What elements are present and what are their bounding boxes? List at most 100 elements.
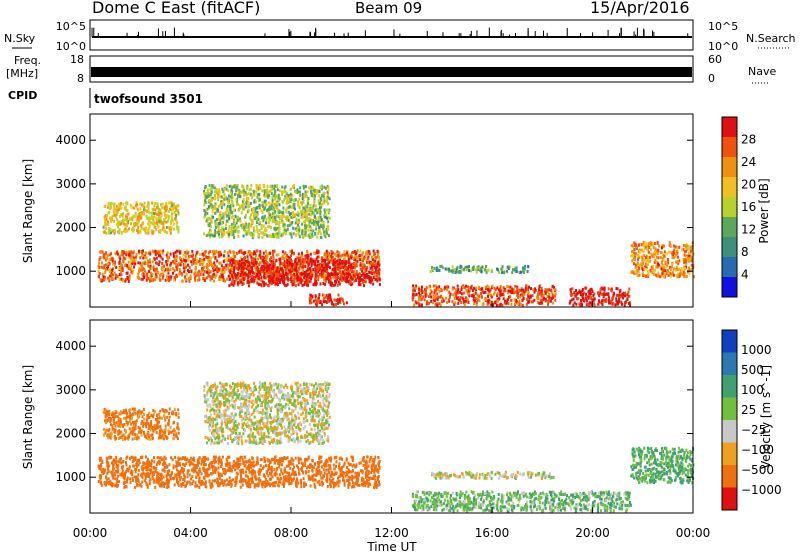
- data-cell: [112, 229, 115, 233]
- data-cell: [259, 273, 262, 276]
- data-cell: [254, 275, 257, 279]
- data-cell: [114, 210, 117, 214]
- data-cell: [649, 252, 652, 256]
- data-cell: [132, 269, 135, 273]
- freq-unit: [MHz]: [6, 67, 38, 80]
- data-cell: [209, 250, 212, 253]
- data-cell: [213, 265, 216, 269]
- data-cell: [459, 296, 462, 300]
- data-cell: [133, 256, 136, 260]
- data-cell: [203, 215, 206, 219]
- data-cell: [686, 247, 689, 251]
- data-cell: [217, 223, 220, 227]
- data-cell: [286, 258, 289, 262]
- data-cell: [249, 272, 252, 276]
- data-cell: [210, 187, 213, 191]
- data-cell: [259, 256, 262, 260]
- data-cell: [197, 274, 200, 278]
- data-cell: [360, 256, 363, 260]
- data-cell: [130, 216, 133, 220]
- data-cell: [311, 219, 313, 223]
- data-cell: [350, 268, 353, 272]
- data-cell: [262, 268, 265, 272]
- data-cell: [239, 261, 241, 265]
- data-cell: [352, 251, 355, 254]
- data-cell: [98, 272, 101, 275]
- data-cell: [551, 293, 554, 297]
- data-cell: [327, 201, 330, 205]
- data-cell: [249, 253, 252, 257]
- data-cell: [150, 229, 153, 233]
- data-cell: [573, 291, 576, 295]
- data-cell: [507, 295, 510, 299]
- data-cell: [226, 257, 229, 261]
- data-cell: [553, 288, 556, 292]
- data-cell: [186, 251, 189, 255]
- data-cell: [198, 275, 201, 279]
- data-cell: [548, 297, 551, 301]
- data-cell: [288, 194, 291, 198]
- data-cell: [122, 211, 125, 215]
- data-cell: [196, 278, 199, 282]
- data-cell: [106, 471, 109, 475]
- data-cell: [103, 230, 106, 234]
- data-cell: [295, 229, 298, 232]
- data-cell: [311, 206, 314, 210]
- data-cell: [170, 201, 173, 205]
- data-cell: [498, 303, 501, 307]
- data-cell: [656, 248, 659, 252]
- data-cell: [437, 295, 440, 299]
- data-cell: [364, 280, 367, 284]
- data-cell: [204, 210, 207, 214]
- data-cell: [284, 195, 287, 199]
- data-cell: [360, 277, 363, 281]
- data-cell: [305, 215, 308, 219]
- data-cell: [294, 198, 297, 202]
- data-cell: [256, 213, 259, 217]
- data-cell: [240, 280, 243, 284]
- data-cell: [275, 184, 278, 188]
- data-cell: [154, 252, 157, 256]
- data-cell: [350, 263, 352, 267]
- data-cell: [465, 268, 468, 272]
- data-cell: [636, 253, 639, 257]
- data-cell: [546, 294, 549, 298]
- data-cell: [421, 285, 423, 289]
- data-cell: [266, 269, 268, 273]
- data-cell: [259, 261, 261, 265]
- data-cell: [459, 290, 462, 294]
- data-cell: [101, 278, 104, 282]
- data-cell: [215, 187, 218, 191]
- data-cell: [106, 214, 109, 218]
- data-cell: [207, 273, 210, 277]
- data-cell: [233, 281, 236, 285]
- data-cell: [281, 256, 284, 260]
- data-cell: [216, 259, 219, 263]
- data-cell: [162, 264, 165, 268]
- data-cell: [462, 284, 465, 288]
- data-cell: [138, 249, 140, 253]
- data-cell: [328, 208, 331, 212]
- data-cell: [282, 214, 285, 218]
- data-cell: [310, 275, 313, 279]
- data-cell: [244, 205, 247, 209]
- data-cell: [233, 184, 236, 188]
- data-cell: [181, 273, 184, 277]
- data-cell: [597, 302, 600, 306]
- data-cell: [174, 250, 177, 254]
- data-cell: [136, 207, 139, 211]
- data-cell: [273, 216, 276, 220]
- data-cell: [97, 269, 100, 273]
- data-cell: [495, 303, 498, 307]
- data-cell: [203, 279, 206, 282]
- data-cell: [324, 235, 327, 239]
- data-cell: [670, 250, 673, 254]
- data-cell: [366, 252, 369, 256]
- data-cell: [304, 265, 307, 269]
- data-cell: [207, 205, 210, 209]
- data-cell: [612, 293, 615, 297]
- data-cell: [323, 269, 326, 273]
- data-cell: [217, 190, 219, 194]
- data-cell: [322, 282, 325, 285]
- data-cell: [223, 266, 226, 270]
